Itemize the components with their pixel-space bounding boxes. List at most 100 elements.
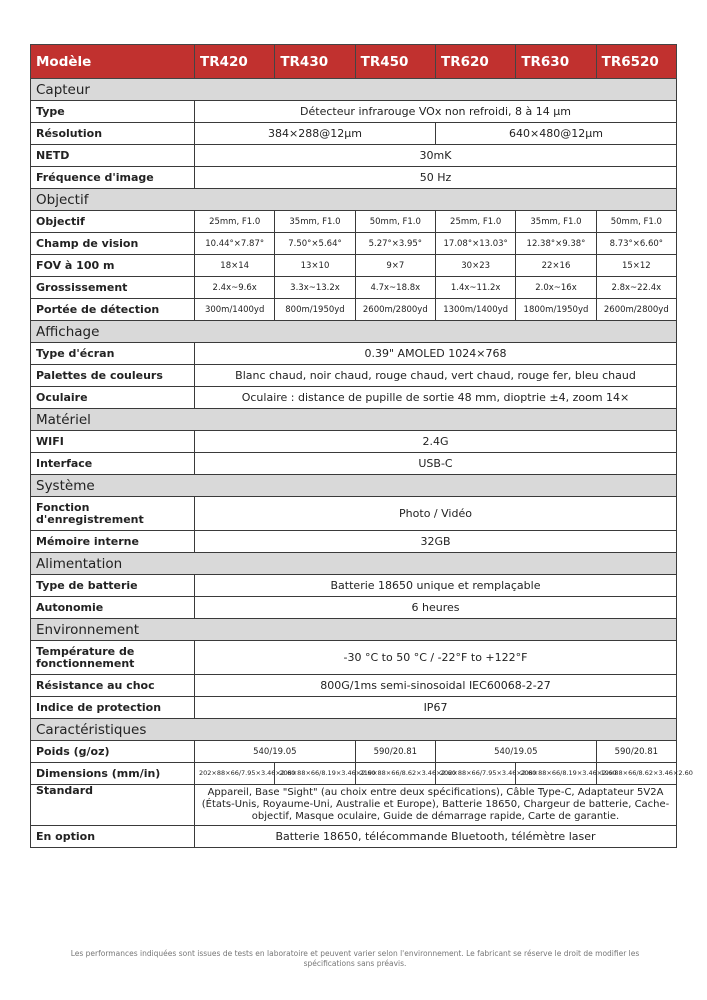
section-title: Matériel — [30, 408, 677, 431]
row-value: 30mK — [194, 144, 677, 167]
table-row: Interface USB-C — [30, 452, 677, 475]
section-title: Caractéristiques — [30, 718, 677, 741]
row-value: 0.39" AMOLED 1024×768 — [194, 342, 677, 365]
row-label: Mémoire interne — [30, 530, 195, 553]
table-row: Type de batterie Batterie 18650 unique et… — [30, 574, 677, 597]
section-row: Environnement — [30, 618, 677, 641]
table-row: Portée de détection 300m/1400yd 800m/1950y… — [30, 298, 678, 321]
disclaimer-footer: Les performances indiquées sont issues d… — [70, 949, 640, 968]
row-value: Blanc chaud, noir chaud, rouge chaud, ve… — [194, 364, 677, 387]
row-value: 35mm, F1.0 — [515, 210, 597, 233]
row-value: 540/19.05 — [194, 740, 356, 763]
row-value: 3.3x~13.2x — [274, 276, 356, 299]
table-row: FOV à 100 m 18×14 13×10 9×7 30×23 22×16 15×12 — [30, 254, 678, 277]
table-row: Champ de vision 10.44°×7.87° 7.50°×5.64° 5.… — [30, 232, 678, 255]
row-value: 25mm, F1.0 — [434, 210, 517, 233]
row-value: 17.08°×13.03° — [434, 232, 517, 255]
row-value: 12.38°×9.38° — [515, 232, 597, 255]
row-value: 300m/1400yd — [193, 298, 276, 321]
row-value: 32GB — [194, 530, 677, 553]
row-value: IP67 — [194, 696, 677, 719]
table-row: Type Détecteur infrarouge VOx non refroid… — [30, 100, 677, 123]
row-label: Dimensions (mm/in) — [30, 762, 195, 785]
row-value: 4.7x~18.8x — [354, 276, 436, 299]
section-row: Capteur — [30, 78, 677, 101]
row-label: Champ de vision — [30, 232, 195, 255]
row-value: 2.8x~22.4x — [595, 276, 678, 299]
table-row: Objectif 25mm, F1.0 35mm, F1.0 50mm, F1.0 25… — [30, 210, 678, 233]
section-title: Objectif — [30, 188, 677, 211]
table-row: WIFI 2.4G — [30, 430, 677, 453]
table-row: Résistance au choc 800G/1ms semi-sinosoid… — [30, 674, 677, 697]
model-label: Modèle — [30, 44, 195, 79]
model-tr420: TR420 — [193, 44, 276, 79]
section-title: Affichage — [30, 320, 677, 343]
model-tr430: TR430 — [274, 44, 356, 79]
section-title: Alimentation — [30, 552, 677, 575]
row-label: Indice de protection — [30, 696, 195, 719]
model-tr630: TR630 — [515, 44, 597, 79]
row-label: Type — [30, 100, 195, 123]
row-value: 208×88×66/8.19×3.46×2.60 — [274, 762, 376, 785]
row-value: USB-C — [194, 452, 677, 475]
row-label: Autonomie — [30, 596, 195, 619]
row-value: 590/20.81 — [354, 740, 436, 763]
table-row: Grossissement 2.4x~9.6x 3.3x~13.2x 4.7x~18.… — [30, 276, 678, 299]
section-row: Affichage — [30, 320, 677, 343]
row-label: Grossissement — [30, 276, 195, 299]
row-label: FOV à 100 m — [30, 254, 195, 277]
section-row: Caractéristiques — [30, 718, 677, 741]
row-value: 2.0x~16x — [515, 276, 597, 299]
row-value: 7.50°×5.64° — [274, 232, 356, 255]
row-label: Interface — [30, 452, 195, 475]
row-value: 22×16 — [515, 254, 597, 277]
model-tr6520: TR6520 — [595, 44, 678, 79]
table-row: Dimensions (mm/in) 202×88×66/7.95×3.46×2.… — [30, 762, 693, 785]
table-row: Fréquence d'image 50 Hz — [30, 166, 677, 189]
table-row: Palettes de couleurs Blanc chaud, noir ch… — [30, 364, 677, 387]
row-label: Résolution — [30, 122, 195, 145]
row-label: Portée de détection — [30, 298, 195, 321]
row-value: 800m/1950yd — [274, 298, 356, 321]
row-value: 640×480@12μm — [434, 122, 678, 145]
row-label: Standard — [30, 784, 195, 826]
row-value: Batterie 18650 unique et remplaçable — [194, 574, 677, 597]
model-tr620: TR620 — [434, 44, 517, 79]
row-label: Fonction d'enregistrement — [30, 496, 195, 531]
row-value: 219×88×66/8.62×3.46×2.60 — [354, 762, 456, 785]
row-value: 202×88×66/7.95×3.46×2.60 — [434, 762, 536, 785]
row-value: 13×10 — [274, 254, 356, 277]
row-value: 8.73°×6.60° — [595, 232, 678, 255]
row-value: 1.4x~11.2x — [434, 276, 517, 299]
row-label: Type d'écran — [30, 342, 195, 365]
table-row: Indice de protection IP67 — [30, 696, 677, 719]
row-label: En option — [30, 825, 195, 848]
table-row: Oculaire Oculaire : distance de pupille d… — [30, 386, 677, 409]
row-label: WIFI — [30, 430, 195, 453]
table-row: Fonction d'enregistrement Photo / Vidéo — [30, 496, 677, 531]
row-value: 1300m/1400yd — [434, 298, 517, 321]
section-title: Capteur — [30, 78, 677, 101]
table-row: Autonomie 6 heures — [30, 596, 677, 619]
row-value: Batterie 18650, télécommande Bluetooth, … — [194, 825, 677, 848]
section-row: Alimentation — [30, 552, 677, 575]
row-value: Oculaire : distance de pupille de sortie… — [194, 386, 677, 409]
row-label: Résistance au choc — [30, 674, 195, 697]
table-row: Type d'écran 0.39" AMOLED 1024×768 — [30, 342, 677, 365]
row-value: 50mm, F1.0 — [354, 210, 436, 233]
row-value: 9×7 — [354, 254, 436, 277]
row-value: 50mm, F1.0 — [595, 210, 678, 233]
row-value: 2600m/2800yd — [354, 298, 436, 321]
table-row: Mémoire interne 32GB — [30, 530, 677, 553]
row-label: Poids (g/oz) — [30, 740, 195, 763]
header-row: Modèle TR420 TR430 TR450 TR620 TR630 TR6520 — [30, 44, 678, 79]
row-value: 15×12 — [595, 254, 678, 277]
table-row: Poids (g/oz) 540/19.05 590/20.81 540/19.05 5… — [30, 740, 678, 763]
row-value: 2.4G — [194, 430, 677, 453]
row-value: 208×88×66/8.19×3.46×2.60 — [515, 762, 617, 785]
section-title: Système — [30, 474, 677, 497]
row-label: Objectif — [30, 210, 195, 233]
section-title: Environnement — [30, 618, 677, 641]
row-label: NETD — [30, 144, 195, 167]
row-value: 2.4x~9.6x — [193, 276, 276, 299]
